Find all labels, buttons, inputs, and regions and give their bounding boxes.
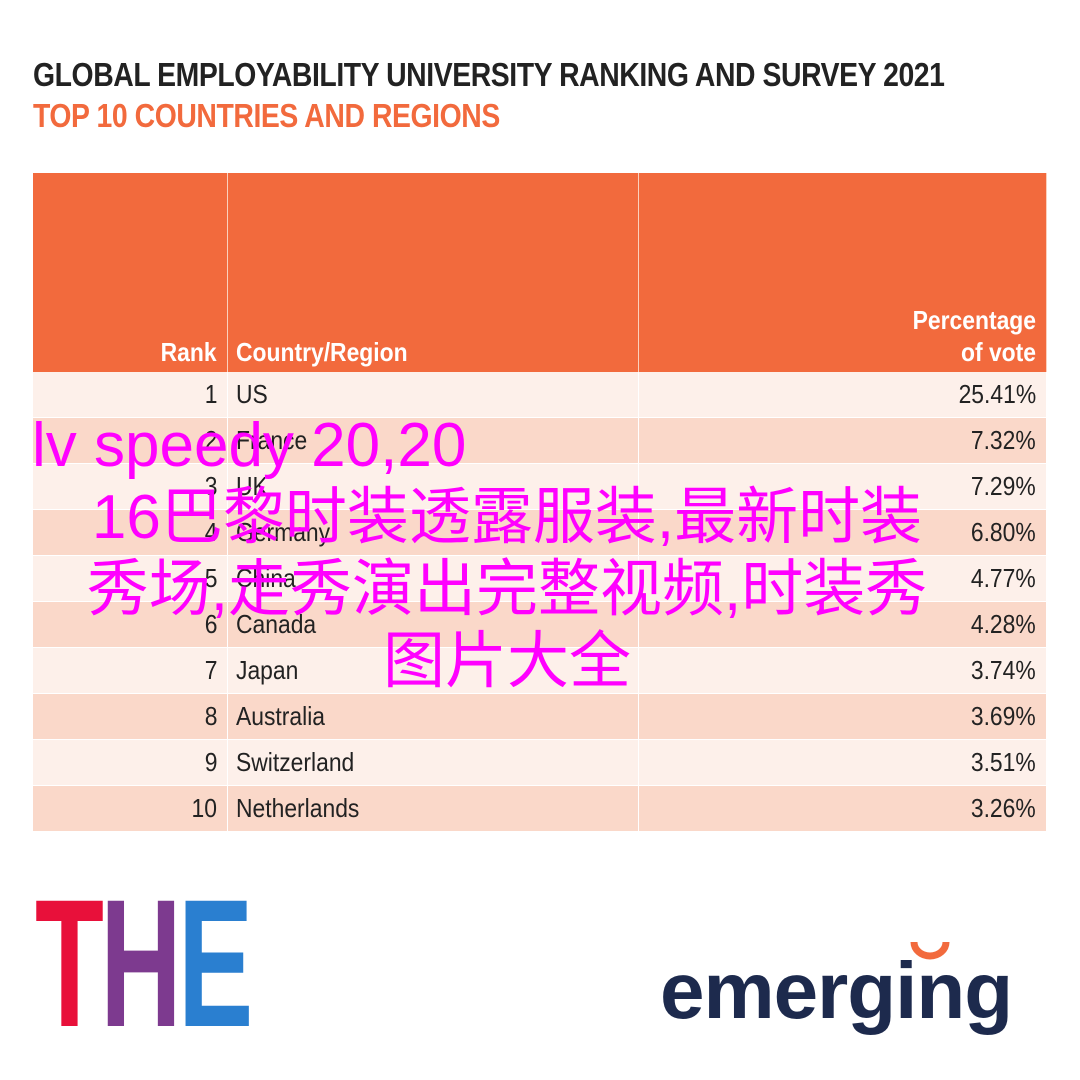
overlay-line: lv speedy 20,20 <box>32 411 467 480</box>
table-cell: France <box>227 417 639 464</box>
table-cell: UK <box>227 463 639 510</box>
cell-text: 4 <box>204 517 217 547</box>
table-cell: 6 <box>33 601 228 648</box>
table-cell: 3 <box>33 463 228 510</box>
table-cell: Canada <box>227 601 639 648</box>
cell-text: 4.77% <box>971 563 1036 593</box>
table-cell: Japan <box>227 647 639 694</box>
table-row: 7 Japan 3.74% <box>33 647 1047 694</box>
cell-text: US <box>236 379 268 409</box>
table-cell: 6.80% <box>638 509 1047 556</box>
table-cell: Switzerland <box>227 739 639 786</box>
arc-shape <box>910 941 950 960</box>
table-row: 2 France 7.32% <box>33 417 1047 464</box>
cell-text: 3.69% <box>971 701 1036 731</box>
table-row: 3 UK 7.29% <box>33 463 1047 510</box>
table-row: 5 China 4.77% <box>33 555 1047 602</box>
table-cell: China <box>227 555 639 602</box>
table-cell: 3.69% <box>638 693 1047 740</box>
table-row: 6 Canada 4.28% <box>33 601 1047 648</box>
cell-text: 3.51% <box>971 747 1036 777</box>
cell-text: 3.26% <box>971 793 1036 823</box>
table-cell: 1 <box>33 372 228 418</box>
table-cell: 4.77% <box>638 555 1047 602</box>
table-head: Rank Country/Region Percentage of vote <box>33 173 1047 372</box>
cell-text: 2 <box>204 425 217 455</box>
table-row: 9 Switzerland 3.51% <box>33 739 1047 786</box>
cell-text: Australia <box>236 701 326 731</box>
header-text: Country/Region <box>236 337 408 367</box>
table-cell: 5 <box>33 555 228 602</box>
emerging-logo: emerging <box>660 946 1013 1035</box>
table-cell: Netherlands <box>227 785 639 832</box>
cell-text: Switzerland <box>236 747 355 777</box>
table-cell: 3.74% <box>638 647 1047 694</box>
logo-letter: H <box>100 861 182 1065</box>
table-cell: 7.29% <box>638 463 1047 510</box>
cell-text: 3.74% <box>971 655 1036 685</box>
cell-text: 5 <box>204 563 217 593</box>
cell-text: 25.41% <box>958 379 1036 409</box>
table-row: 4 Germany 6.80% <box>33 509 1047 556</box>
header-text: Percentage of vote <box>912 305 1036 367</box>
table-cell: 9 <box>33 739 228 786</box>
table-body: 1 US 25.41% 2 France 7.32% 3 UK 7.29% 4 Germany 6.8… <box>33 372 1047 832</box>
ranking-table: Rank Country/Region Percentage of vote 1 US… <box>33 173 1047 832</box>
table-row: 1 US 25.41% <box>33 372 1047 418</box>
cell-text: 6 <box>204 609 217 639</box>
table-cell: 8 <box>33 693 228 740</box>
cell-text: Canada <box>236 609 317 639</box>
table-cell: 4.28% <box>638 601 1047 648</box>
table-cell: 10 <box>33 785 228 832</box>
logo-letter: T <box>35 861 104 1065</box>
table-cell: Germany <box>227 509 639 556</box>
column-header: Percentage of vote <box>638 173 1047 372</box>
cell-text: Japan <box>236 655 299 685</box>
table-cell: Australia <box>227 693 639 740</box>
the-logo: THE <box>35 872 253 1054</box>
header-row: Rank Country/Region Percentage of vote <box>33 173 1047 372</box>
cell-text: 7.32% <box>971 425 1036 455</box>
cell-text: 10 <box>191 793 217 823</box>
cell-text: UK <box>236 471 268 501</box>
column-header: Rank <box>33 173 228 372</box>
cell-text: France <box>236 425 308 455</box>
table-cell: 7 <box>33 647 228 694</box>
table-cell: 7.32% <box>638 417 1047 464</box>
cell-text: 9 <box>204 747 217 777</box>
table-cell: 25.41% <box>638 372 1047 418</box>
cell-text: 3 <box>204 471 217 501</box>
column-header: Country/Region <box>227 173 639 372</box>
title: GLOBAL EMPLOYABILITY UNIVERSITY RANKING … <box>33 56 945 93</box>
subtitle: TOP 10 COUNTRIES AND REGIONS <box>33 97 500 134</box>
cell-text: 8 <box>204 701 217 731</box>
cell-text: China <box>236 563 296 593</box>
table-cell: US <box>227 372 639 418</box>
overlay-line: 秀场,走秀演出完整视频,时装秀 <box>86 555 928 624</box>
overlay-text: lv speedy 20,20 16巴黎时装透露服装,最新时装 秀场,走秀演出完整视… <box>32 410 982 698</box>
overlay-line: 图片大全 <box>382 627 631 696</box>
header-text: Rank <box>161 337 217 367</box>
table-cell: 2 <box>33 417 228 464</box>
table-row: 8 Australia 3.69% <box>33 693 1047 740</box>
table-cell: 3.51% <box>638 739 1047 786</box>
cell-text: 7 <box>204 655 217 685</box>
cell-text: Netherlands <box>236 793 360 823</box>
logo-letter: E <box>177 861 253 1065</box>
table-cell: 4 <box>33 509 228 556</box>
cell-text: 1 <box>204 379 217 409</box>
table-row: 10 Netherlands 3.26% <box>33 785 1047 832</box>
overlay-line: 16巴黎时装透露服装,最新时装 <box>91 483 923 552</box>
cell-text: 6.80% <box>971 517 1036 547</box>
cell-text: Germany <box>236 517 331 547</box>
cell-text: 4.28% <box>971 609 1036 639</box>
table-cell: 3.26% <box>638 785 1047 832</box>
logo-arc <box>910 941 950 960</box>
cell-text: 7.29% <box>971 471 1036 501</box>
